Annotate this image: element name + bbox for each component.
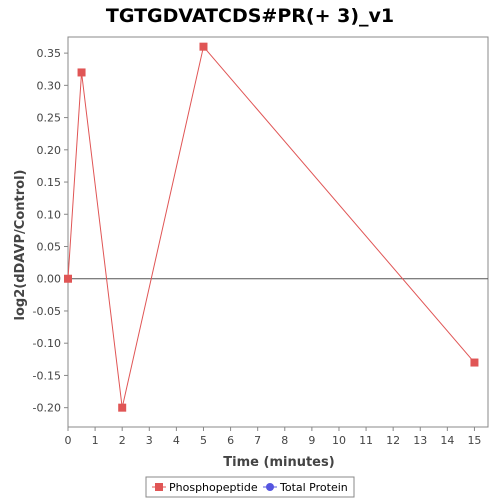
x-tick-label: 9 <box>308 434 315 447</box>
legend-label: Total Protein <box>279 481 348 494</box>
x-tick-label: 3 <box>146 434 153 447</box>
x-tick-label: 1 <box>92 434 99 447</box>
x-axis-label: Time (minutes) <box>223 455 334 470</box>
data-point <box>64 274 72 283</box>
y-tick-label: 0.30 <box>37 79 62 92</box>
y-tick-label: -0.20 <box>33 402 61 415</box>
y-tick-label: -0.05 <box>33 305 61 318</box>
x-tick-label: 11 <box>359 434 373 447</box>
x-tick-label: 14 <box>440 434 454 447</box>
y-tick-label: 0.10 <box>37 208 62 221</box>
data-point <box>118 403 127 412</box>
data-point <box>199 42 208 51</box>
chart-title: TGTGDVATCDS#PR(+ 3)_v1 <box>106 5 394 27</box>
x-tick-label: 15 <box>467 434 481 447</box>
y-tick-label: -0.15 <box>33 369 61 382</box>
data-point <box>77 68 86 77</box>
y-tick-label: 0.25 <box>37 112 62 125</box>
y-tick-label: 0.35 <box>37 47 62 60</box>
data-point <box>470 358 479 367</box>
legend: Phosphopeptide Total Protein <box>145 476 355 498</box>
plot-area: -0.20 -0.15 -0.10 -0.05 0.00 0.05 0.10 0.15 0.20… <box>33 36 489 447</box>
y-axis-label: log2(dDAVP/Control) <box>13 170 28 321</box>
x-tick-label: 2 <box>119 434 126 447</box>
x-tick-label: 5 <box>200 434 207 447</box>
y-tick-label: 0.05 <box>37 241 62 254</box>
legend-box <box>145 476 355 498</box>
x-tick-label: 13 <box>413 434 427 447</box>
legend-swatch-marker <box>266 483 274 491</box>
y-tick-label: 0.20 <box>37 144 62 157</box>
x-tick-label: 8 <box>281 434 288 447</box>
legend-swatch-marker <box>155 483 163 491</box>
x-tick-label: 12 <box>386 434 400 447</box>
x-tick-label: 0 <box>65 434 72 447</box>
y-tick-label: 0.15 <box>37 176 62 189</box>
x-tick-label: 4 <box>173 434 180 447</box>
x-tick-label: 10 <box>332 434 346 447</box>
y-tick-label: -0.10 <box>33 337 61 350</box>
y-tick-label: 0.00 <box>37 273 62 286</box>
x-tick-label: 6 <box>227 434 234 447</box>
plot-frame <box>67 36 489 428</box>
legend-label: Phosphopeptide <box>169 481 258 494</box>
x-tick-label: 7 <box>254 434 261 447</box>
